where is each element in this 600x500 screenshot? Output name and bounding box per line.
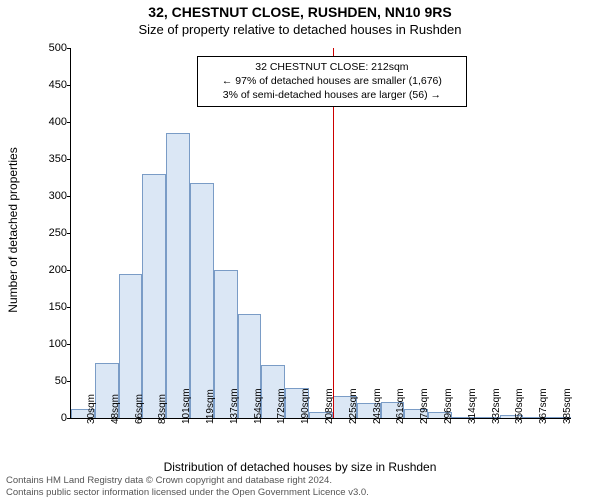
chart-title: Size of property relative to detached ho…	[0, 20, 600, 37]
y-tick-label: 400	[27, 116, 67, 128]
x-tick-label: 314sqm	[467, 388, 478, 424]
y-tick-label: 350	[27, 153, 67, 165]
x-tick-label: 83sqm	[157, 394, 168, 424]
x-tick-label: 66sqm	[134, 394, 145, 424]
footer: Contains HM Land Registry data © Crown c…	[6, 475, 369, 498]
x-tick-label: 261sqm	[395, 388, 406, 424]
x-tick-label: 172sqm	[276, 388, 287, 424]
x-tick-label: 350sqm	[514, 388, 525, 424]
x-tick-label: 279sqm	[419, 388, 430, 424]
chart-container: 32, CHESTNUT CLOSE, RUSHDEN, NN10 9RS Si…	[0, 0, 600, 500]
y-tick-label: 450	[27, 79, 67, 91]
x-tick-label: 190sqm	[300, 388, 311, 424]
histogram-bar	[190, 183, 214, 418]
annotation-line-3: 3% of semi-detached houses are larger (5…	[203, 88, 461, 102]
y-tick-label: 0	[27, 412, 67, 424]
histogram-bar	[166, 133, 190, 418]
x-tick-label: 48sqm	[110, 394, 121, 424]
x-tick-label: 137sqm	[229, 388, 240, 424]
x-tick-label: 154sqm	[253, 388, 264, 424]
x-tick-label: 385sqm	[562, 388, 573, 424]
x-tick-label: 243sqm	[372, 388, 383, 424]
plot-area: 05010015020025030035040045050030sqm48sqm…	[70, 48, 570, 418]
x-tick-label: 296sqm	[443, 388, 454, 424]
y-tick-label: 150	[27, 301, 67, 313]
y-tick-label: 500	[27, 42, 67, 54]
footer-line-2: Contains public sector information licen…	[6, 487, 369, 498]
x-tick-label: 101sqm	[181, 388, 192, 424]
y-tick-label: 50	[27, 375, 67, 387]
y-tick-label: 100	[27, 338, 67, 350]
x-tick-label: 367sqm	[538, 388, 549, 424]
address-line: 32, CHESTNUT CLOSE, RUSHDEN, NN10 9RS	[0, 0, 600, 20]
annotation-box: 32 CHESTNUT CLOSE: 212sqm ← 97% of detac…	[197, 56, 467, 107]
x-axis-label: Distribution of detached houses by size …	[0, 460, 600, 474]
y-axis-label: Number of detached properties	[6, 147, 20, 312]
x-tick-label: 332sqm	[491, 388, 502, 424]
annotation-line-1: 32 CHESTNUT CLOSE: 212sqm	[203, 60, 461, 74]
y-tick-label: 250	[27, 227, 67, 239]
x-tick-label: 30sqm	[86, 394, 97, 424]
histogram-bar	[142, 174, 166, 418]
y-tick-label: 300	[27, 190, 67, 202]
footer-line-1: Contains HM Land Registry data © Crown c…	[6, 475, 369, 486]
x-tick-label: 119sqm	[205, 389, 216, 424]
y-tick-label: 200	[27, 264, 67, 276]
annotation-line-2: ← 97% of detached houses are smaller (1,…	[203, 74, 461, 88]
x-tick-label: 225sqm	[348, 388, 359, 424]
